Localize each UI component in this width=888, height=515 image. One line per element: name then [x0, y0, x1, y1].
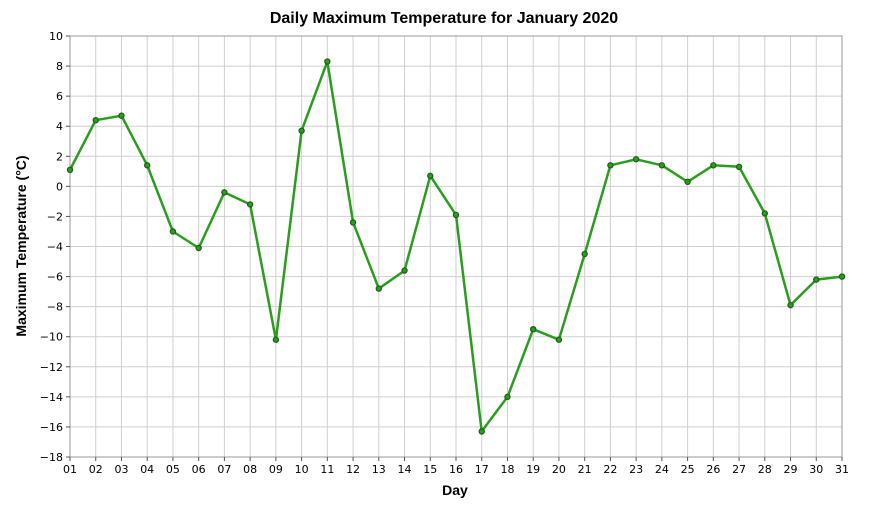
x-axis-ticks: 01 02 03 04 05 06 07 08 09 10 11 12 13 14 15 16 17 18 19 20…	[63, 457, 849, 476]
data-point-17	[478, 428, 485, 435]
data-point-27	[735, 163, 743, 171]
y-axis-label: Maximum Temperature (°C)	[13, 155, 29, 336]
y-tick-label: −18	[40, 451, 63, 464]
grid	[69, 35, 843, 458]
data-point-14	[401, 267, 408, 274]
y-tick-label: −6	[47, 271, 63, 284]
data-point-12	[349, 219, 357, 226]
data-point-11	[324, 58, 331, 65]
x-tick-label: 05	[166, 463, 180, 476]
data-point-03	[118, 112, 125, 119]
x-tick-label: 26	[706, 463, 720, 476]
data-points	[66, 58, 846, 435]
data-point-20	[555, 336, 563, 343]
x-tick-label: 19	[526, 463, 540, 476]
chart-title: Daily Maximum Temperature for January 20…	[270, 10, 618, 27]
data-point-06	[195, 244, 202, 252]
x-tick-label: 22	[603, 463, 617, 476]
y-tick-label: 10	[49, 30, 63, 43]
y-tick-label: 2	[56, 150, 63, 163]
x-tick-label: 13	[372, 463, 386, 476]
data-point-02	[92, 116, 99, 124]
x-tick-label: 01	[63, 463, 77, 476]
data-point-04	[143, 162, 151, 169]
y-tick-label: 4	[56, 120, 63, 133]
x-tick-label: 14	[398, 463, 412, 476]
x-tick-label: 29	[784, 463, 798, 476]
x-tick-label: 15	[423, 463, 437, 476]
data-point-23	[632, 156, 640, 163]
x-tick-label: 31	[835, 463, 849, 476]
x-tick-label: 16	[449, 463, 463, 476]
x-tick-label: 10	[295, 463, 309, 476]
data-point-24	[658, 162, 666, 169]
data-point-26	[710, 162, 717, 169]
x-tick-label: 17	[475, 463, 489, 476]
x-tick-label: 21	[578, 463, 592, 476]
x-tick-label: 20	[552, 463, 566, 476]
x-tick-label: 12	[346, 463, 360, 476]
x-tick-label: 23	[629, 463, 643, 476]
data-point-10	[298, 127, 305, 134]
data-point-15	[427, 172, 434, 180]
x-tick-label: 11	[320, 463, 334, 476]
data-point-13	[375, 285, 382, 292]
x-tick-label: 04	[140, 463, 154, 476]
data-point-18	[504, 393, 511, 401]
y-tick-label: 6	[56, 90, 63, 103]
y-tick-label: −4	[47, 241, 63, 254]
data-point-21	[581, 250, 588, 258]
data-point-22	[607, 162, 614, 169]
y-axis-ticks: 10 8 6 4 2 0 −2 −4 −6 −8 −10 −12 −14 −16 −18	[40, 30, 70, 464]
data-point-05	[169, 228, 177, 235]
data-point-08	[246, 201, 254, 208]
y-tick-label: −8	[47, 301, 63, 314]
data-point-31	[838, 273, 846, 280]
x-tick-label: 03	[114, 463, 128, 476]
data-point-09	[272, 336, 280, 343]
x-axis-label: Day	[442, 482, 468, 498]
y-tick-label: −2	[47, 210, 63, 223]
data-point-01	[66, 166, 74, 174]
y-tick-label: −10	[40, 331, 63, 344]
y-tick-label: −12	[40, 361, 63, 374]
x-tick-label: 28	[758, 463, 772, 476]
x-tick-label: 09	[269, 463, 283, 476]
x-tick-label: 30	[809, 463, 823, 476]
x-tick-label: 25	[681, 463, 695, 476]
data-point-25	[684, 178, 691, 186]
data-point-16	[452, 211, 460, 219]
y-tick-label: 0	[56, 180, 63, 193]
data-point-07	[221, 189, 228, 196]
x-tick-label: 06	[192, 463, 206, 476]
data-point-29	[787, 301, 794, 309]
data-point-30	[813, 276, 820, 283]
x-tick-label: 24	[655, 463, 669, 476]
x-tick-label: 08	[243, 463, 257, 476]
x-tick-label: 07	[217, 463, 231, 476]
y-tick-label: 8	[56, 60, 63, 73]
y-tick-label: −16	[40, 421, 63, 434]
x-tick-label: 27	[732, 463, 746, 476]
y-tick-label: −14	[40, 391, 63, 404]
data-point-28	[761, 210, 769, 217]
data-point-19	[530, 325, 537, 333]
x-tick-label: 02	[89, 463, 103, 476]
x-tick-label: 18	[500, 463, 514, 476]
